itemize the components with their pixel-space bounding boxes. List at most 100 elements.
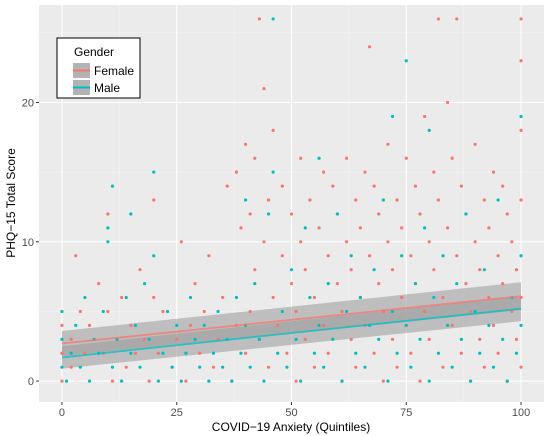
data-point-male: [124, 295, 128, 300]
data-point-male: [285, 365, 289, 369]
data-point-female: [248, 212, 252, 216]
data-point-female: [445, 226, 450, 230]
data-point-male: [138, 365, 142, 369]
data-point-female: [78, 309, 82, 314]
data-point-female: [441, 365, 445, 369]
data-point-female: [299, 240, 303, 244]
data-point-male: [60, 309, 64, 314]
data-point-male: [519, 114, 523, 119]
data-point-female: [257, 17, 261, 21]
data-point-male: [413, 281, 418, 286]
data-point-male: [207, 379, 211, 383]
data-point-female: [432, 268, 436, 272]
data-point-female: [322, 170, 326, 174]
data-point-female: [175, 337, 179, 341]
data-point-male: [106, 240, 110, 244]
data-point-male: [317, 156, 321, 160]
data-point-female: [436, 198, 441, 202]
data-point-female: [367, 254, 372, 258]
data-point-male: [161, 351, 165, 355]
y-tick-label: 20: [22, 98, 34, 110]
data-point-male: [514, 351, 519, 355]
data-point-female: [331, 184, 335, 188]
data-point-female: [271, 128, 275, 132]
data-point-male: [184, 351, 188, 355]
data-point-male: [257, 337, 261, 341]
x-tick-label: 100: [512, 407, 530, 419]
data-point-female: [372, 184, 376, 188]
data-point-female: [243, 351, 248, 355]
data-point-male: [221, 365, 225, 369]
data-point-female: [69, 365, 73, 369]
data-point-male: [110, 365, 115, 369]
data-point-female: [308, 198, 312, 202]
data-point-male: [253, 281, 257, 286]
data-point-female: [372, 351, 376, 355]
data-point-female: [340, 309, 344, 314]
data-point-male: [234, 295, 239, 300]
data-point-female: [207, 254, 211, 258]
data-point-male: [165, 309, 170, 314]
data-point-male: [266, 212, 271, 216]
data-point-female: [110, 379, 115, 383]
data-point-male: [175, 323, 179, 327]
data-point-female: [386, 142, 390, 146]
data-point-female: [120, 295, 124, 300]
data-point-male: [129, 351, 133, 355]
data-point-female: [400, 226, 404, 230]
data-point-female: [501, 184, 505, 188]
data-point-male: [468, 379, 473, 383]
data-point-female: [253, 156, 257, 160]
fit-line-male: [61, 307, 522, 359]
data-point-female: [418, 379, 422, 383]
data-point-female: [322, 323, 326, 327]
data-point-male: [335, 212, 340, 216]
data-point-male: [211, 351, 216, 355]
data-point-female: [427, 337, 431, 341]
data-point-male: [78, 365, 82, 369]
data-point-female: [285, 351, 289, 355]
data-point-female: [294, 379, 298, 383]
data-point-female: [129, 323, 133, 327]
data-point-female: [335, 281, 340, 286]
data-point-female: [505, 212, 509, 216]
data-point-male: [133, 323, 138, 327]
data-point-male: [372, 268, 376, 272]
data-point-male: [363, 365, 367, 369]
data-point-male: [243, 198, 248, 202]
data-point-female: [147, 379, 151, 383]
data-point-female: [303, 337, 307, 341]
data-point-female: [193, 281, 197, 286]
data-point-female: [97, 281, 101, 286]
data-point-male: [262, 379, 266, 383]
data-point-female: [317, 226, 321, 230]
data-point-male: [519, 323, 523, 327]
data-point-female: [188, 323, 193, 327]
x-tick-label: 50: [285, 407, 297, 419]
data-point-female: [491, 170, 496, 174]
data-point-female: [468, 309, 473, 314]
data-point-female: [473, 142, 477, 146]
data-point-female: [60, 351, 64, 355]
data-point-female: [390, 268, 395, 272]
data-point-male: [340, 379, 344, 383]
y-axis-title: PHQ−15 Total Score: [4, 148, 18, 258]
data-point-male: [386, 379, 390, 383]
data-point-female: [179, 240, 183, 244]
data-point-male: [381, 198, 385, 202]
data-point-female: [262, 240, 266, 244]
data-point-female: [409, 351, 413, 355]
data-point-male: [198, 365, 202, 369]
data-point-male: [299, 379, 303, 383]
data-point-male: [409, 365, 413, 369]
data-point-female: [124, 365, 128, 369]
data-point-female: [427, 240, 431, 244]
legend: Gender Female Male: [56, 37, 141, 99]
data-point-female: [198, 351, 202, 355]
data-point-female: [455, 17, 459, 21]
data-point-female: [87, 323, 92, 327]
data-point-female: [482, 365, 486, 369]
data-point-male: [106, 226, 110, 230]
data-point-female: [106, 309, 110, 314]
